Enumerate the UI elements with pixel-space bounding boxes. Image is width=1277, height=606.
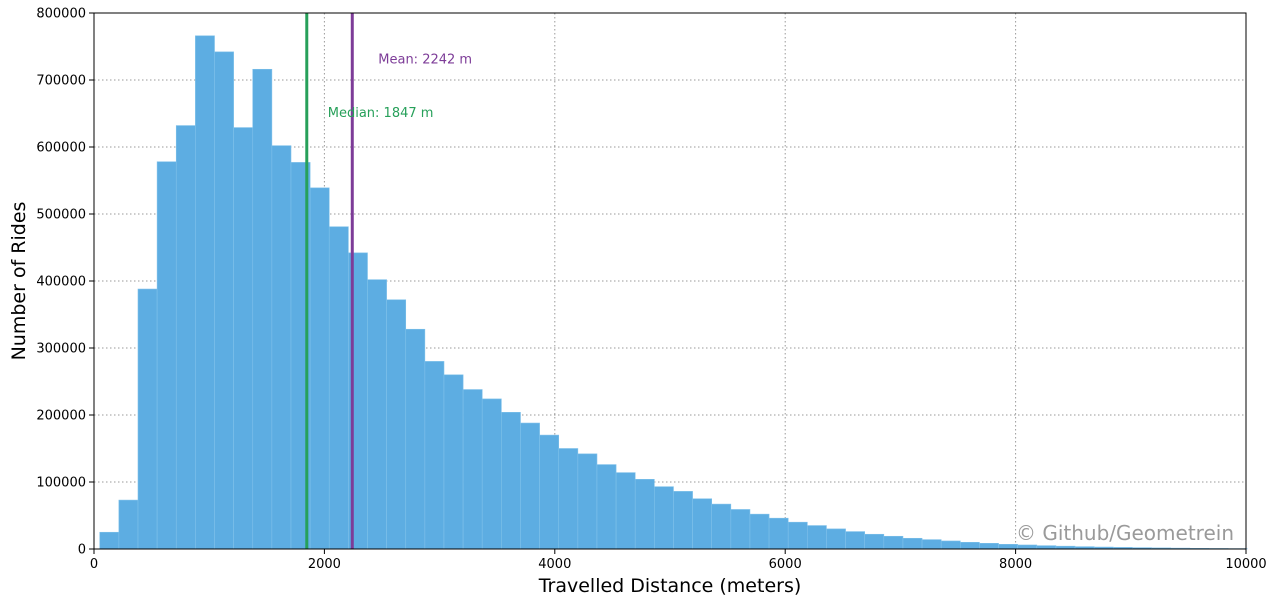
histogram-bar [252,68,273,550]
histogram-bar [730,509,751,550]
histogram-bar [1017,544,1038,550]
y-tick-label: 500000 [36,208,86,223]
histogram-bar [864,533,885,550]
histogram-bar [99,531,120,550]
histogram-bar [386,299,407,550]
histogram-bar [309,187,330,550]
y-tick-label: 100000 [36,476,86,491]
histogram-bar [233,127,254,550]
histogram-bar [921,539,942,550]
histogram-bar [367,279,387,550]
y-axis-title: Number of Rides [8,202,30,361]
histogram-bar [768,517,789,550]
histogram-bar [807,525,827,550]
histogram-bar [520,422,540,550]
histogram-bar [883,535,904,550]
mean-label: Mean: 2242 m [378,52,472,67]
y-tick-label: 700000 [36,74,86,89]
histogram-bar [673,491,693,550]
watermark: © Github/Geometrein [1016,521,1234,545]
x-axis-title: Travelled Distance (meters) [538,575,802,597]
histogram-bar [577,453,598,550]
x-tick-label: 2000 [308,557,341,572]
histogram-bar [195,35,215,550]
histogram-bar [137,288,158,550]
histogram-bar [501,412,521,550]
histogram-bar [214,51,234,550]
histogram-bar [1036,545,1057,550]
x-tick-label: 10000 [1225,557,1266,572]
histogram-bar [998,544,1018,550]
histogram-bar [654,486,674,550]
histogram-bar [940,540,961,550]
y-tick-label: 600000 [36,141,86,156]
y-tick-label: 800000 [36,7,86,22]
histogram-bar [462,389,483,550]
histogram-bar [271,145,292,550]
y-tick-label: 0 [78,543,86,558]
reference-lines [305,13,354,549]
histogram-bar [979,543,999,550]
histogram-bar [156,161,177,550]
histogram-bar [960,541,980,550]
histogram-bar [845,531,865,550]
bars [99,35,1248,550]
histogram-bar [711,503,732,550]
histogram-bar [481,398,502,550]
x-tick-label: 4000 [538,557,571,572]
histogram-bar [175,125,196,550]
histogram-bar [539,434,560,550]
x-tick-label: 8000 [999,557,1032,572]
histogram-bar [596,464,617,550]
y-tick-label: 200000 [36,409,86,424]
histogram-bar [443,374,464,550]
x-tick-label: 0 [90,557,98,572]
histogram-bar [787,521,808,550]
histogram-bar [826,528,846,550]
x-tick-label: 6000 [769,557,802,572]
y-tick-label: 400000 [36,275,86,290]
axis-ticks: 0 2000 4000 6000 8000 10000010000020000030000… [36,7,1266,573]
histogram-bar [328,226,349,550]
histogram-bar [692,498,713,550]
histogram-bar [749,513,770,550]
histogram-bar [558,448,579,550]
histogram-bar [424,361,445,550]
histogram-bar [615,472,636,550]
median-label: Median: 1847 m [328,106,434,121]
histogram-bar [405,328,426,550]
histogram-bar [634,479,655,550]
histogram-bar [118,499,139,550]
histogram-bar [902,537,923,550]
y-tick-label: 300000 [36,342,86,357]
